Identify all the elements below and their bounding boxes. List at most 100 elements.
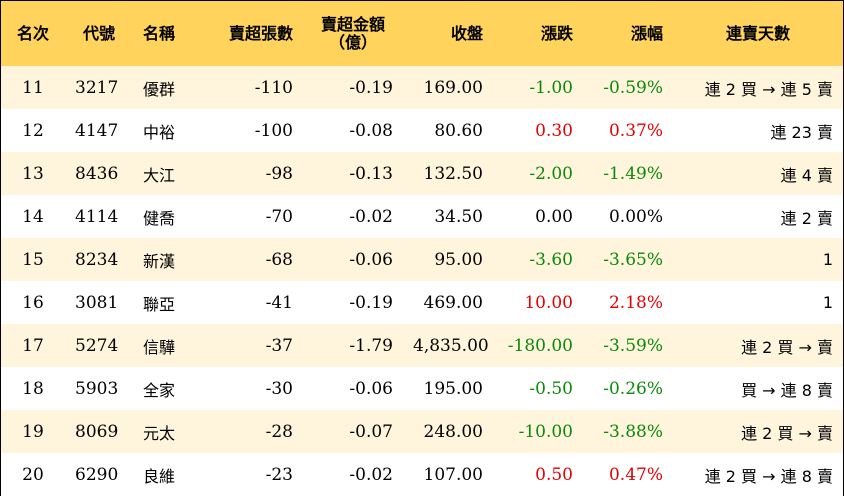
cell-streak: 1 (822, 250, 833, 269)
cell-code: 6290 (75, 464, 119, 485)
table-body: 11 3217 優群 -110 -0.19 169.00 -1.00 -0.59% 連 2 買 … (1, 66, 843, 496)
cell-rank: 13 (22, 163, 44, 184)
cell-close: 80.60 (434, 120, 483, 141)
cell-code: 4114 (75, 206, 119, 227)
cell-name: 元太 (143, 423, 176, 443)
cell-net-sell-lots: -37 (265, 335, 293, 356)
cell-net-sell-amount: -0.19 (349, 292, 393, 313)
cell-code: 4147 (75, 120, 119, 141)
cell-change: 10.00 (524, 292, 573, 313)
cell-pct-change: -0.59% (603, 77, 663, 98)
header-net-sell-amount: 賣超金額 （億） (303, 1, 403, 66)
cell-pct-change: 0.47% (608, 464, 663, 485)
cell-rank: 11 (22, 77, 44, 98)
cell-name: 聯亞 (143, 294, 176, 314)
header-net-sell-lots: 賣超張數 (228, 23, 293, 43)
table-row: 13 8436 大江 -98 -0.13 132.50 -2.00 -1.49% 連 4 賣 (1, 152, 843, 195)
cell-streak: 連 2 買 → 連 8 賣 (704, 466, 833, 486)
cell-pct-change: -1.49% (603, 163, 663, 184)
cell-rank: 19 (22, 421, 44, 442)
cell-change: 0.50 (535, 464, 573, 485)
cell-net-sell-amount: -0.02 (349, 206, 393, 227)
cell-change: -180.00 (507, 335, 573, 356)
table-row: 11 3217 優群 -110 -0.19 169.00 -1.00 -0.59% 連 2 買 … (1, 66, 843, 109)
header-close: 收盤 (450, 23, 483, 43)
cell-change: -1.00 (529, 77, 573, 98)
cell-name: 新漢 (143, 251, 176, 271)
table-row: 16 3081 聯亞 -41 -0.19 469.00 10.00 2.18% 1 (1, 281, 843, 324)
cell-close: 169.00 (423, 77, 483, 98)
cell-pct-change: 0.37% (608, 120, 663, 141)
header-rank: 名次 (16, 23, 49, 43)
cell-pct-change: -3.65% (603, 249, 663, 270)
cell-streak: 連 2 買 → 賣 (741, 337, 833, 357)
cell-streak: 連 2 買 → 賣 (741, 423, 833, 443)
cell-net-sell-amount: -0.06 (349, 249, 393, 270)
cell-net-sell-lots: -70 (265, 206, 293, 227)
cell-streak: 連 2 買 → 連 5 賣 (704, 79, 833, 99)
table-row: 15 8234 新漢 -68 -0.06 95.00 -3.60 -3.65% 1 (1, 238, 843, 281)
cell-close: 248.00 (423, 421, 483, 442)
cell-net-sell-lots: -30 (265, 378, 293, 399)
cell-net-sell-lots: -28 (265, 421, 293, 442)
cell-close: 95.00 (434, 249, 483, 270)
table-row: 20 6290 良維 -23 -0.02 107.00 0.50 0.47% 連 2 買 → 連… (1, 453, 843, 496)
table-row: 19 8069 元太 -28 -0.07 248.00 -10.00 -3.88% 連 2 買 … (1, 410, 843, 453)
table-row: 18 5903 全家 -30 -0.06 195.00 -0.50 -0.26% 買 → 連 8… (1, 367, 843, 410)
cell-code: 8069 (75, 421, 119, 442)
header-net-sell-amount-line2: （億） (328, 32, 377, 52)
cell-change: -2.00 (529, 163, 573, 184)
header-pct-change: 漲幅 (630, 23, 663, 43)
cell-pct-change: -3.88% (603, 421, 663, 442)
cell-streak: 連 4 賣 (780, 165, 833, 185)
cell-code: 5903 (75, 378, 119, 399)
cell-rank: 18 (22, 378, 44, 399)
cell-close: 195.00 (423, 378, 483, 399)
cell-net-sell-amount: -0.06 (349, 378, 393, 399)
table-row: 12 4147 中裕 -100 -0.08 80.60 0.30 0.37% 連 23 賣 (1, 109, 843, 152)
cell-code: 8436 (75, 163, 119, 184)
cell-name: 信驊 (143, 337, 176, 357)
table-row: 14 4114 健喬 -70 -0.02 34.50 0.00 0.00% 連 2 賣 (1, 195, 843, 238)
cell-net-sell-lots: -23 (265, 464, 293, 485)
cell-rank: 14 (22, 206, 44, 227)
cell-net-sell-amount: -0.13 (349, 163, 393, 184)
cell-rank: 12 (22, 120, 44, 141)
header-net-sell-amount-line1: 賣超金額 (320, 14, 385, 34)
cell-streak: 連 23 賣 (770, 122, 833, 142)
cell-name: 大江 (143, 165, 176, 185)
cell-rank: 15 (22, 249, 44, 270)
cell-streak: 1 (822, 293, 833, 312)
cell-change: -3.60 (529, 249, 573, 270)
cell-code: 3217 (75, 77, 119, 98)
cell-rank: 20 (22, 464, 44, 485)
cell-close: 34.50 (434, 206, 483, 227)
table-row: 17 5274 信驊 -37 -1.79 4,835.00 -180.00 -3.59% 連 2… (1, 324, 843, 367)
header-code: 代號 (82, 23, 115, 43)
cell-pct-change: -3.59% (603, 335, 663, 356)
cell-code: 8234 (75, 249, 119, 270)
cell-net-sell-amount: -0.19 (349, 77, 393, 98)
cell-name: 良維 (143, 466, 176, 486)
cell-pct-change: -0.26% (603, 378, 663, 399)
cell-net-sell-lots: -100 (254, 120, 293, 141)
cell-name: 優群 (143, 79, 176, 99)
cell-net-sell-amount: -1.79 (349, 335, 393, 356)
cell-change: -0.50 (529, 378, 573, 399)
cell-change: 0.00 (535, 206, 573, 227)
cell-pct-change: 0.00% (608, 206, 663, 227)
cell-net-sell-amount: -0.07 (349, 421, 393, 442)
cell-net-sell-amount: -0.08 (349, 120, 393, 141)
cell-close: 469.00 (423, 292, 483, 313)
cell-close: 107.00 (423, 464, 483, 485)
header-streak: 連賣天數 (725, 23, 790, 43)
cell-pct-change: 2.18% (608, 292, 663, 313)
cell-name: 健喬 (143, 208, 176, 228)
cell-net-sell-lots: -98 (265, 163, 293, 184)
cell-net-sell-amount: -0.02 (349, 464, 393, 485)
cell-rank: 17 (22, 335, 44, 356)
cell-code: 3081 (75, 292, 119, 313)
table-header-row: 名次 代號 名稱 賣超張數 賣超金額 （億） 收盤 漲跌 漲幅 連賣天數 (1, 1, 843, 66)
cell-name: 全家 (143, 380, 176, 400)
